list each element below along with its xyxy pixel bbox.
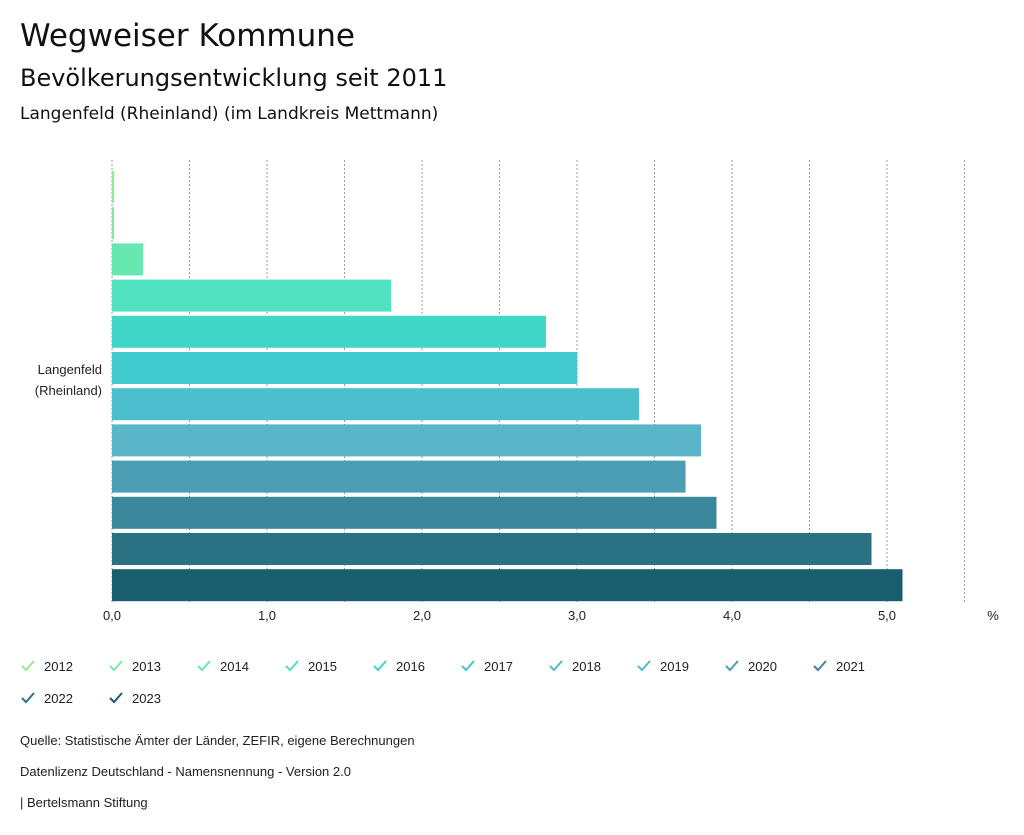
check-icon — [725, 660, 739, 672]
legend-item-2016[interactable]: 2016 — [372, 658, 425, 674]
x-unit-label: % — [987, 608, 999, 623]
legend-label: 2016 — [396, 658, 425, 674]
legend-item-2015[interactable]: 2015 — [284, 658, 337, 674]
legend-item-2014[interactable]: 2014 — [196, 658, 249, 674]
legend-label: 2021 — [836, 658, 865, 674]
x-tick-label: 5,0 — [878, 608, 896, 623]
bar-2013[interactable] — [112, 207, 114, 240]
legend-label: 2018 — [572, 658, 601, 674]
legend-label: 2015 — [308, 658, 337, 674]
x-tick-label: 4,0 — [723, 608, 741, 623]
check-icon — [285, 660, 299, 672]
bar-2023[interactable] — [112, 569, 903, 602]
check-icon — [813, 660, 827, 672]
check-icon — [637, 660, 651, 672]
chart-subtitle: Bevölkerungsentwicklung seit 2011 — [20, 64, 448, 92]
source-note: Quelle: Statistische Ämter der Länder, Z… — [20, 733, 415, 748]
x-tick-label: 0,0 — [103, 608, 121, 623]
check-icon — [461, 660, 475, 672]
check-icon — [21, 692, 35, 704]
bar-2015[interactable] — [112, 279, 391, 312]
bar-2020[interactable] — [112, 460, 686, 493]
legend-label: 2022 — [44, 690, 73, 706]
chart-title: Wegweiser Kommune — [20, 18, 355, 54]
bar-2022[interactable] — [112, 533, 872, 565]
check-icon — [549, 660, 563, 672]
bar-chart: 0,0 1,0 2,0 3,0 4,0 5,0 % Langenfeld (Rheinland) — [35, 160, 999, 623]
x-tick-label: 3,0 — [568, 608, 586, 623]
region-label: Langenfeld (Rheinland) (im Landkreis Met… — [20, 104, 439, 124]
legend-item-2023[interactable]: 2023 — [108, 690, 161, 706]
legend-label: 2017 — [484, 658, 513, 674]
check-icon — [197, 660, 211, 672]
bar-2018[interactable] — [112, 388, 639, 421]
bar-2014[interactable] — [112, 243, 143, 276]
legend-label: 2012 — [44, 658, 73, 674]
legend-label: 2019 — [660, 658, 689, 674]
x-tick-label: 2,0 — [413, 608, 431, 623]
x-tick-label: 1,0 — [258, 608, 276, 623]
legend-label: 2014 — [220, 658, 249, 674]
legend-item-2012[interactable]: 2012 — [20, 658, 73, 674]
bar-2021[interactable] — [112, 496, 717, 529]
legend-label: 2013 — [132, 658, 161, 674]
license-note: Datenlizenz Deutschland - Namensnennung … — [20, 764, 351, 779]
legend-item-2019[interactable]: 2019 — [636, 658, 689, 674]
bar-2016[interactable] — [112, 315, 546, 348]
publisher-note: | Bertelsmann Stiftung — [20, 795, 148, 810]
check-icon — [373, 660, 387, 672]
legend-item-2013[interactable]: 2013 — [108, 658, 161, 674]
legend-label: 2023 — [132, 690, 161, 706]
check-icon — [109, 692, 123, 704]
legend-item-2022[interactable]: 2022 — [20, 690, 73, 706]
bar-2019[interactable] — [112, 424, 701, 457]
bar-2012[interactable] — [112, 171, 114, 203]
category-label: Langenfeld (Rheinland) — [35, 362, 102, 398]
bar-2017[interactable] — [112, 352, 577, 384]
check-icon — [109, 660, 123, 672]
check-icon — [21, 660, 35, 672]
legend-item-2021[interactable]: 2021 — [812, 658, 865, 674]
legend-label: 2020 — [748, 658, 777, 674]
legend-item-2017[interactable]: 2017 — [460, 658, 513, 674]
legend-item-2018[interactable]: 2018 — [548, 658, 601, 674]
legend-item-2020[interactable]: 2020 — [724, 658, 777, 674]
